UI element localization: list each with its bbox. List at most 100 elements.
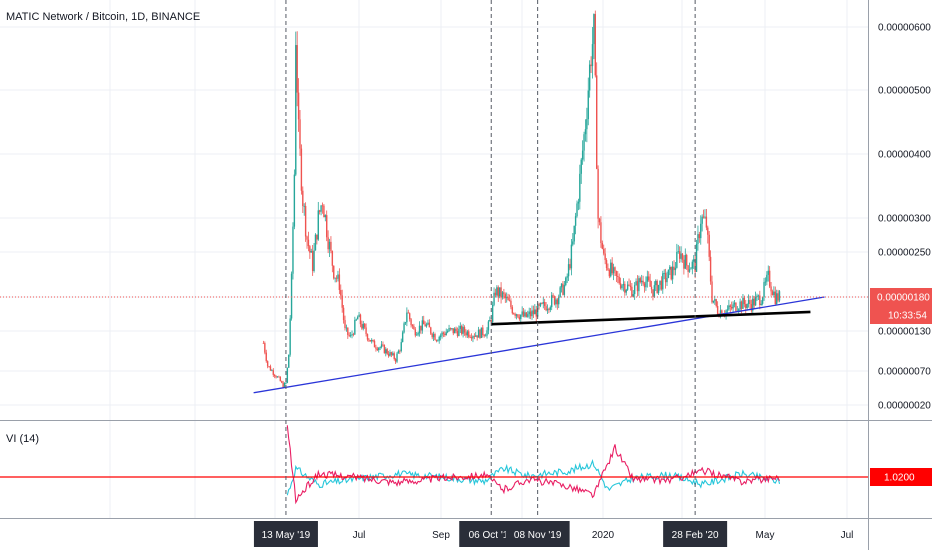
candle-body: [565, 277, 567, 286]
candle-body: [688, 269, 691, 272]
candle-body: [603, 248, 605, 254]
price-candle: [470, 333, 473, 341]
price-candle: [456, 327, 459, 338]
price-candle: [458, 325, 460, 337]
candle-body: [469, 336, 471, 338]
price-candle: [698, 231, 701, 243]
candle-body: [604, 253, 606, 261]
price-candle: [573, 225, 575, 245]
price-candle: [711, 275, 713, 304]
price-candle: [676, 243, 678, 269]
price-candle: [701, 214, 703, 232]
price-candle: [626, 281, 629, 291]
price-candle: [494, 288, 497, 298]
trendline-blue: [253, 296, 825, 394]
price-candle: [553, 295, 556, 306]
price-candle: [650, 280, 653, 294]
price-candle: [535, 305, 537, 322]
candle-body: [430, 327, 432, 334]
price-candle: [579, 164, 581, 210]
candle-body: [372, 339, 374, 341]
candle-body: [573, 225, 575, 242]
price-candle: [431, 332, 433, 340]
candle-body: [740, 301, 743, 309]
candle-body: [538, 304, 540, 306]
candle-body: [362, 323, 364, 329]
candle-body: [348, 334, 350, 336]
candle-body: [417, 332, 419, 335]
price-candle: [524, 309, 526, 318]
price-candle: [462, 323, 464, 338]
candle-body: [726, 309, 729, 311]
price-candle: [508, 294, 511, 302]
candle-body: [534, 309, 536, 315]
price-candle: [563, 280, 566, 298]
price-candle: [621, 284, 623, 291]
price-candle: [389, 349, 391, 357]
candle-body: [283, 383, 286, 388]
candle-body: [466, 331, 469, 336]
price-candle: [670, 266, 672, 281]
price-candle: [712, 300, 715, 304]
candle-body: [732, 304, 734, 309]
candle-body: [316, 234, 318, 240]
candle-body: [345, 327, 348, 329]
candle-body: [671, 266, 674, 280]
price-candle: [551, 292, 553, 311]
price-candle: [320, 204, 322, 216]
candle-body: [389, 352, 391, 356]
price-candle: [539, 302, 542, 308]
countdown-badge-text: 10:33:54: [888, 311, 927, 322]
price-candle: [570, 239, 573, 276]
candle-body: [548, 308, 550, 310]
candle-body: [622, 283, 625, 286]
price-candle: [507, 293, 509, 301]
candle-body: [655, 280, 657, 286]
price-candle: [493, 287, 495, 307]
candle-body: [297, 92, 300, 120]
candle-body: [311, 251, 314, 271]
price-candle: [269, 364, 272, 371]
price-candle: [359, 313, 362, 328]
candle-body: [628, 284, 630, 286]
price-candle: [566, 273, 568, 284]
price-candle: [707, 225, 709, 244]
price-candle: [265, 349, 267, 363]
candle-body: [572, 241, 574, 245]
price-candle: [323, 203, 325, 218]
candle-body: [738, 309, 740, 311]
price-candle: [657, 284, 660, 295]
price-candle: [534, 304, 536, 315]
price-candle: [565, 276, 567, 287]
price-candle: [664, 268, 667, 289]
candle-body: [652, 289, 654, 297]
price-candle: [743, 295, 746, 308]
candle-body: [328, 241, 331, 250]
candle-body: [700, 223, 702, 239]
price-candle: [555, 297, 557, 308]
candle-body: [580, 159, 582, 174]
candle-body: [349, 335, 352, 337]
candle-body: [528, 311, 530, 315]
candle-body: [660, 280, 663, 290]
candle-body: [562, 283, 564, 295]
price-candle: [273, 373, 276, 379]
candle-body: [446, 331, 449, 333]
price-candle: [268, 366, 270, 368]
price-candle: [671, 261, 674, 284]
candle-body: [515, 314, 518, 316]
candle-body: [375, 347, 377, 349]
price-candle: [501, 291, 504, 300]
candle-body: [759, 295, 761, 306]
price-candle: [587, 77, 589, 126]
candle-body: [763, 282, 765, 298]
price-candle: [358, 311, 360, 318]
price-candle: [510, 298, 512, 310]
candle-body: [596, 75, 598, 169]
candle-body: [326, 215, 328, 238]
candle-body: [735, 302, 737, 312]
price-candle: [607, 263, 609, 271]
vi-level-badge: [870, 468, 932, 486]
price-candle: [491, 301, 494, 326]
